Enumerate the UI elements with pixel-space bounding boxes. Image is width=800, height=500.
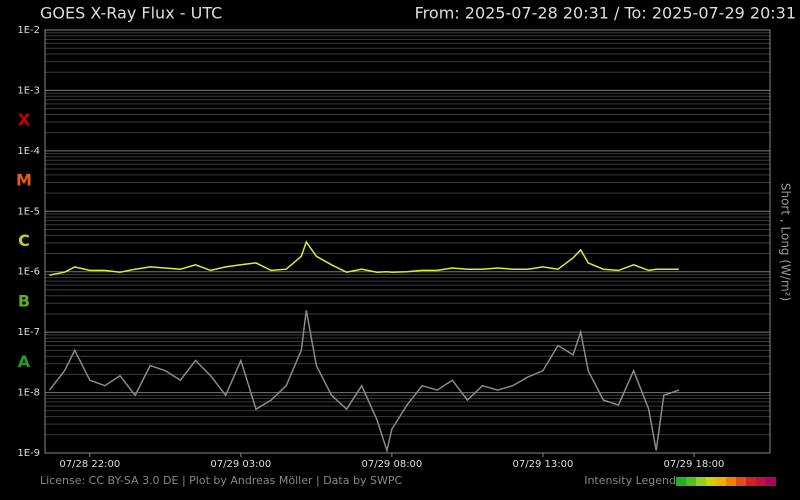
x-tick-label: 07/29 03:00: [210, 459, 271, 470]
flare-class-label: M: [16, 171, 32, 190]
footer: License: CC BY-SA 3.0 DE | Plot by Andre…: [40, 474, 402, 487]
y-tick-label: 1E-7: [17, 327, 40, 338]
flare-class-label: X: [18, 110, 31, 129]
chart-title: GOES X-Ray Flux - UTC: [40, 4, 222, 23]
series-line: [49, 240, 679, 276]
intensity-legend-swatch: [736, 477, 746, 486]
intensity-legend-swatch: [756, 477, 766, 486]
x-tick-label: 07/29 18:00: [664, 459, 725, 470]
y-tick-label: 1E-5: [17, 206, 40, 217]
x-tick-label: 07/28 22:00: [59, 459, 120, 470]
intensity-legend-swatch: [716, 477, 726, 486]
y-tick-label: 1E-4: [17, 146, 40, 157]
y-tick-label: 1E-2: [17, 25, 40, 36]
intensity-legend-swatch: [696, 477, 706, 486]
x-tick-label: 07/29 13:00: [513, 459, 574, 470]
legend-title: Intensity Legend: [584, 474, 676, 487]
intensity-legend-swatch: [676, 477, 686, 486]
series-line: [48, 310, 680, 454]
y-tick-label: 1E-6: [17, 267, 40, 278]
intensity-legend-swatch: [746, 477, 756, 486]
flare-class-label: A: [18, 352, 31, 371]
chart-subtitle: From: 2025-07-28 20:31 / To: 2025-07-29 …: [415, 4, 796, 23]
flare-class-label: C: [18, 231, 30, 250]
y-tick-label: 1E-9: [17, 448, 40, 459]
y-tick-label: 1E-8: [17, 388, 40, 399]
y-tick-label: 1E-3: [17, 85, 40, 96]
intensity-legend-swatch: [706, 477, 716, 486]
x-tick-label: 07/29 08:00: [361, 459, 422, 470]
intensity-legend-swatch: [726, 477, 736, 486]
y-axis-label: Short , Long (W/m²): [779, 183, 793, 301]
plot-border: [44, 29, 771, 454]
intensity-legend-swatch: [686, 477, 696, 486]
flare-class-label: B: [18, 291, 30, 310]
intensity-legend-swatch: [766, 477, 776, 486]
